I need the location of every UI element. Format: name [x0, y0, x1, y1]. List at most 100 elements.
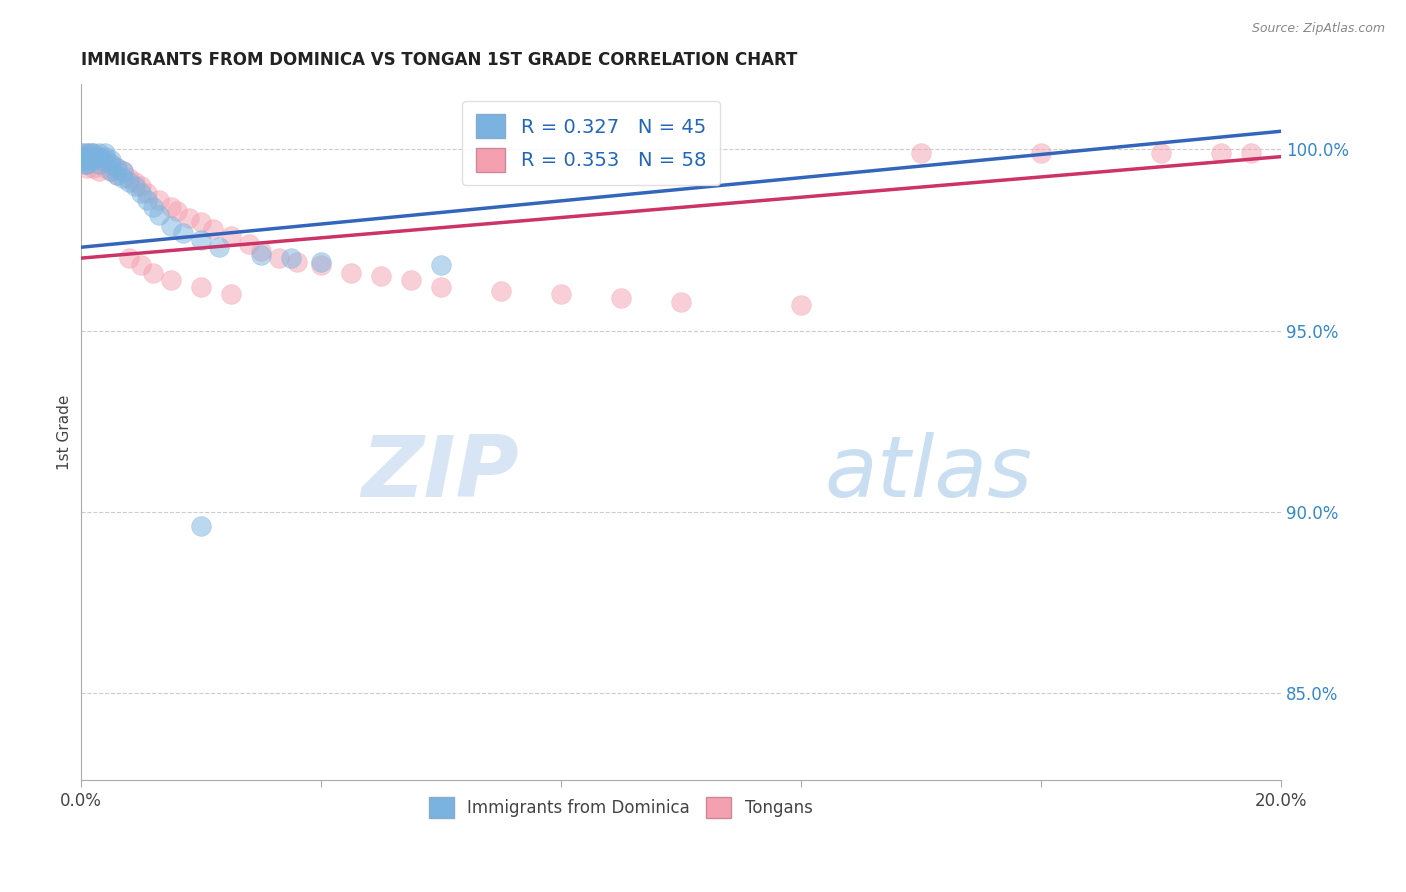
Point: [190, 215, 212, 229]
Point: [76, 150, 98, 164]
Point: [100, 157, 122, 171]
Point: [111, 171, 134, 186]
Point: [73, 153, 96, 168]
Point: [429, 280, 451, 294]
Point: [100, 164, 122, 178]
Point: [105, 168, 128, 182]
Point: [93, 146, 115, 161]
Point: [79, 150, 101, 164]
Point: [70, 146, 93, 161]
Point: [111, 164, 134, 178]
Text: atlas: atlas: [825, 433, 1033, 516]
Point: [82, 146, 104, 161]
Point: [429, 259, 451, 273]
Point: [609, 291, 631, 305]
Point: [93, 150, 115, 164]
Point: [72, 150, 94, 164]
Point: [219, 229, 242, 244]
Point: [1209, 146, 1232, 161]
Point: [267, 251, 290, 265]
Point: [79, 146, 101, 161]
Point: [70, 146, 93, 161]
Point: [82, 150, 104, 164]
Point: [159, 273, 181, 287]
Point: [190, 519, 212, 533]
Point: [339, 266, 361, 280]
Point: [190, 280, 212, 294]
Point: [87, 157, 110, 171]
Point: [910, 146, 932, 161]
Point: [550, 287, 572, 301]
Point: [238, 236, 260, 251]
Point: [129, 259, 152, 273]
Point: [177, 211, 200, 226]
Point: [76, 153, 98, 168]
Point: [309, 259, 332, 273]
Point: [172, 226, 194, 240]
Point: [79, 150, 101, 164]
Point: [111, 164, 134, 178]
Point: [87, 146, 110, 161]
Point: [72, 153, 94, 168]
Point: [84, 150, 107, 164]
Point: [82, 153, 104, 168]
Point: [82, 161, 104, 175]
Point: [75, 157, 97, 171]
Point: [87, 150, 110, 164]
Point: [141, 201, 163, 215]
Point: [124, 178, 146, 193]
Point: [190, 233, 212, 247]
Point: [93, 153, 115, 168]
Point: [90, 153, 112, 168]
Point: [76, 153, 98, 168]
Point: [73, 153, 96, 168]
Point: [280, 251, 302, 265]
Point: [100, 164, 122, 178]
Text: IMMIGRANTS FROM DOMINICA VS TONGAN 1ST GRADE CORRELATION CHART: IMMIGRANTS FROM DOMINICA VS TONGAN 1ST G…: [80, 51, 797, 69]
Point: [159, 219, 181, 233]
Point: [148, 193, 170, 207]
Point: [309, 254, 332, 268]
Point: [93, 161, 115, 175]
Point: [219, 287, 242, 301]
Point: [73, 157, 96, 171]
Point: [117, 175, 139, 189]
Point: [166, 204, 188, 219]
Point: [105, 168, 128, 182]
Text: ZIP: ZIP: [361, 433, 519, 516]
Point: [141, 266, 163, 280]
Point: [117, 251, 139, 265]
Point: [76, 146, 98, 161]
Point: [135, 186, 157, 200]
Point: [129, 186, 152, 200]
Point: [285, 254, 308, 268]
Point: [100, 153, 122, 168]
Point: [148, 208, 170, 222]
Point: [135, 193, 157, 207]
Point: [207, 240, 229, 254]
Point: [76, 157, 98, 171]
Point: [76, 146, 98, 161]
Point: [105, 161, 128, 175]
Point: [790, 298, 813, 312]
Point: [489, 284, 512, 298]
Legend: Immigrants from Dominica, Tongans: Immigrants from Dominica, Tongans: [422, 790, 820, 824]
Point: [105, 161, 128, 175]
Y-axis label: 1st Grade: 1st Grade: [58, 394, 72, 470]
Point: [87, 150, 110, 164]
Point: [76, 150, 98, 164]
Point: [124, 175, 146, 189]
Point: [87, 164, 110, 178]
Point: [82, 153, 104, 168]
Point: [159, 201, 181, 215]
Point: [76, 161, 98, 175]
Point: [72, 153, 94, 168]
Point: [1029, 146, 1052, 161]
Point: [249, 247, 271, 261]
Point: [82, 146, 104, 161]
Point: [100, 157, 122, 171]
Point: [370, 269, 392, 284]
Point: [72, 150, 94, 164]
Point: [399, 273, 422, 287]
Point: [129, 178, 152, 193]
